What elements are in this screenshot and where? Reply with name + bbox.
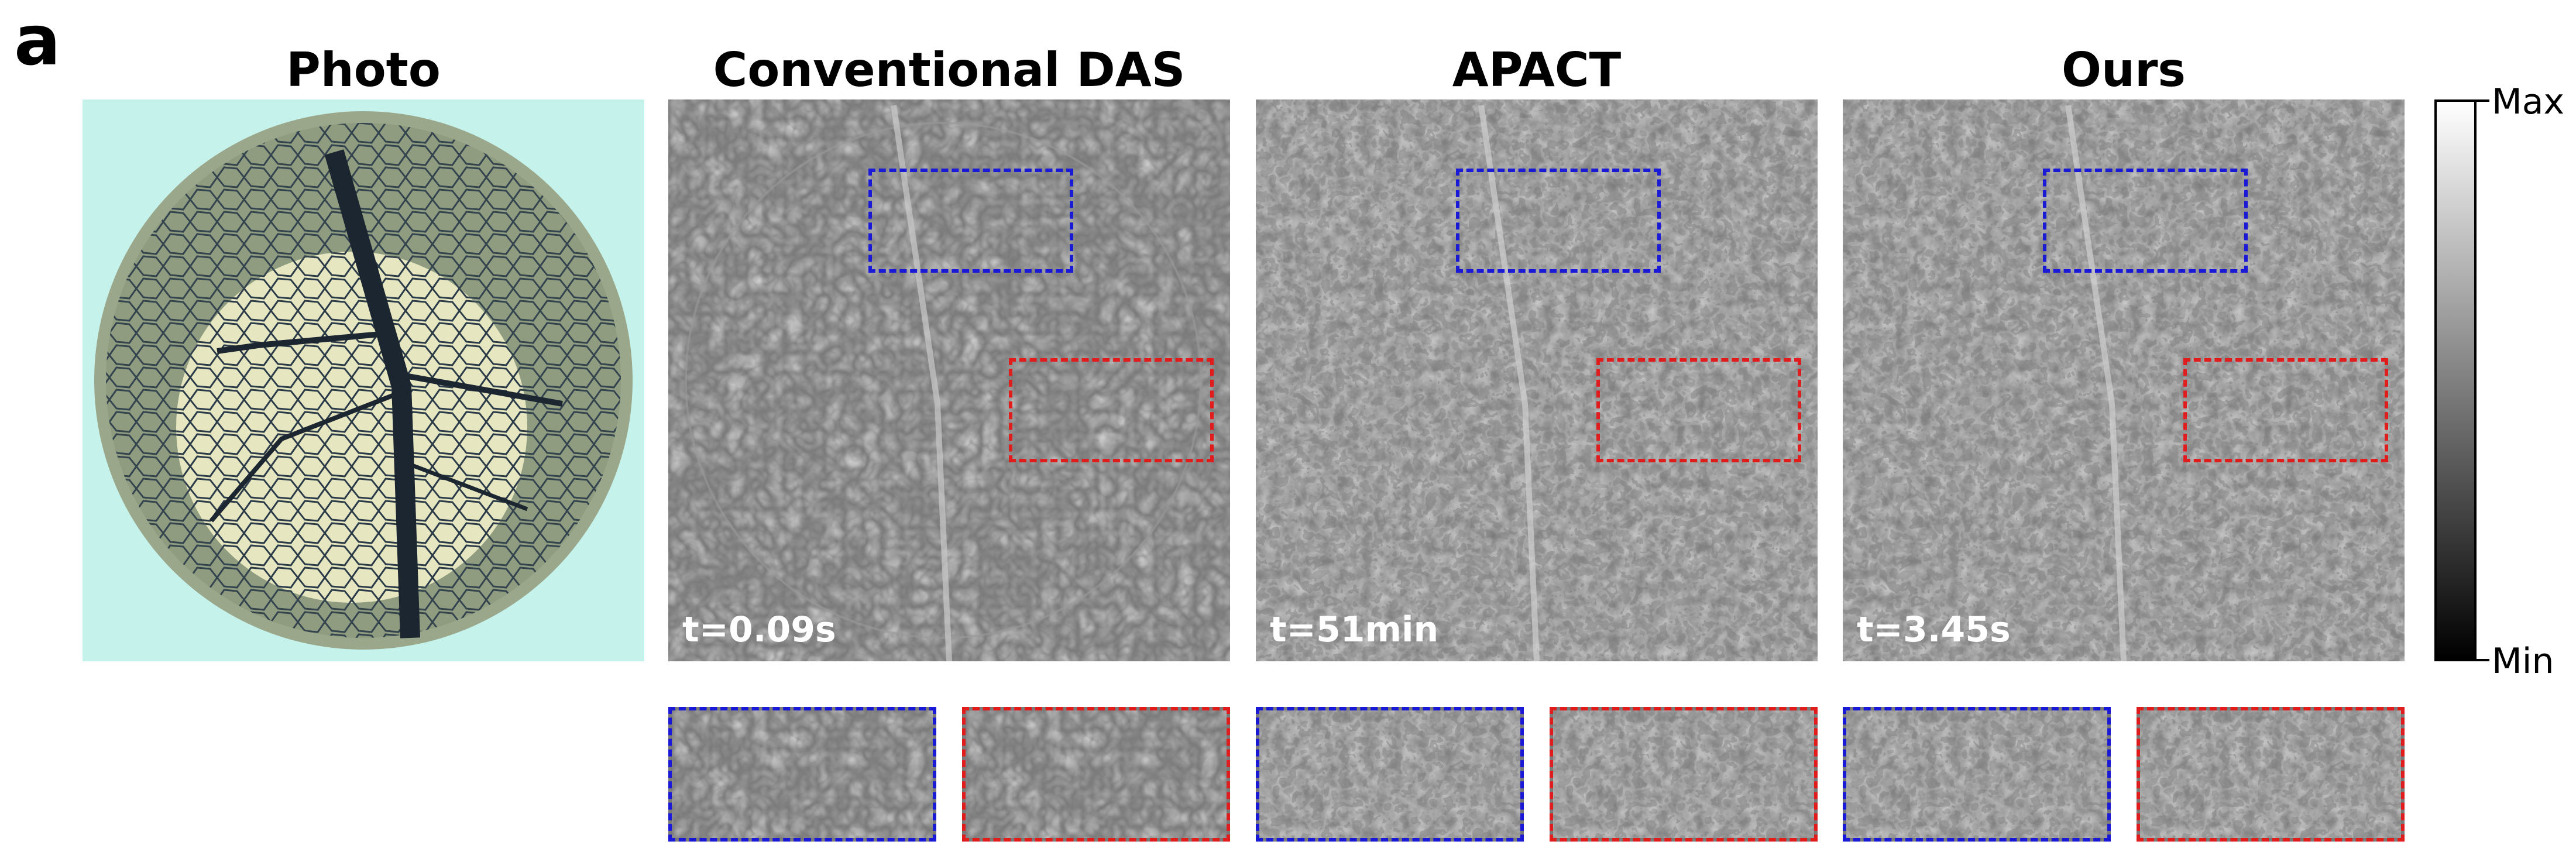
apact-blue-inset [1256,707,1524,842]
ours-reconstruction-image [1843,99,2405,661]
das-image-panel: t=0.09s [668,99,1230,661]
das-blue-zoom-image [672,710,933,838]
colorbar-max-tick [2477,99,2489,102]
red-roi-box [2183,358,2388,462]
red-roi-box [1009,358,1214,462]
ours-blue-zoom-image [1846,710,2107,838]
colorbar-min-label: Min [2492,641,2554,682]
apact-time-label: t=51min [1270,609,1439,650]
das-reconstruction-image [668,99,1230,661]
apact-blue-zoom-image [1259,710,1520,838]
blue-roi-box [1456,169,1661,273]
das-time-label: t=0.09s [682,609,836,650]
apact-red-inset [1550,707,1818,842]
photo-panel [83,99,644,661]
blue-roi-box [868,169,1073,273]
colorbar [2434,99,2477,661]
ours-image-panel: t=3.45s [1843,99,2405,661]
ours-red-zoom-image [2140,710,2401,838]
apact-reconstruction-image [1256,99,1818,661]
das-red-zoom-image [966,710,1227,838]
ours-blue-inset [1843,707,2111,842]
ours-time-label: t=3.45s [1857,609,2011,650]
das-title: Conventional DAS [713,43,1186,97]
ours-red-inset [2137,707,2405,842]
panel-label: a [14,0,61,81]
das-red-inset [962,707,1230,842]
colorbar-min-tick [2477,659,2489,661]
leaf-photo-image [94,111,633,650]
blue-roi-box [2043,169,2248,273]
apact-image-panel: t=51min [1256,99,1818,661]
red-roi-box [1596,358,1801,462]
apact-title: APACT [1452,43,1622,97]
ours-title: Ours [2061,43,2186,97]
photo-title: Photo [286,43,441,97]
colorbar-max-label: Max [2492,81,2565,122]
apact-red-zoom-image [1553,710,1814,838]
das-blue-inset [668,707,936,842]
